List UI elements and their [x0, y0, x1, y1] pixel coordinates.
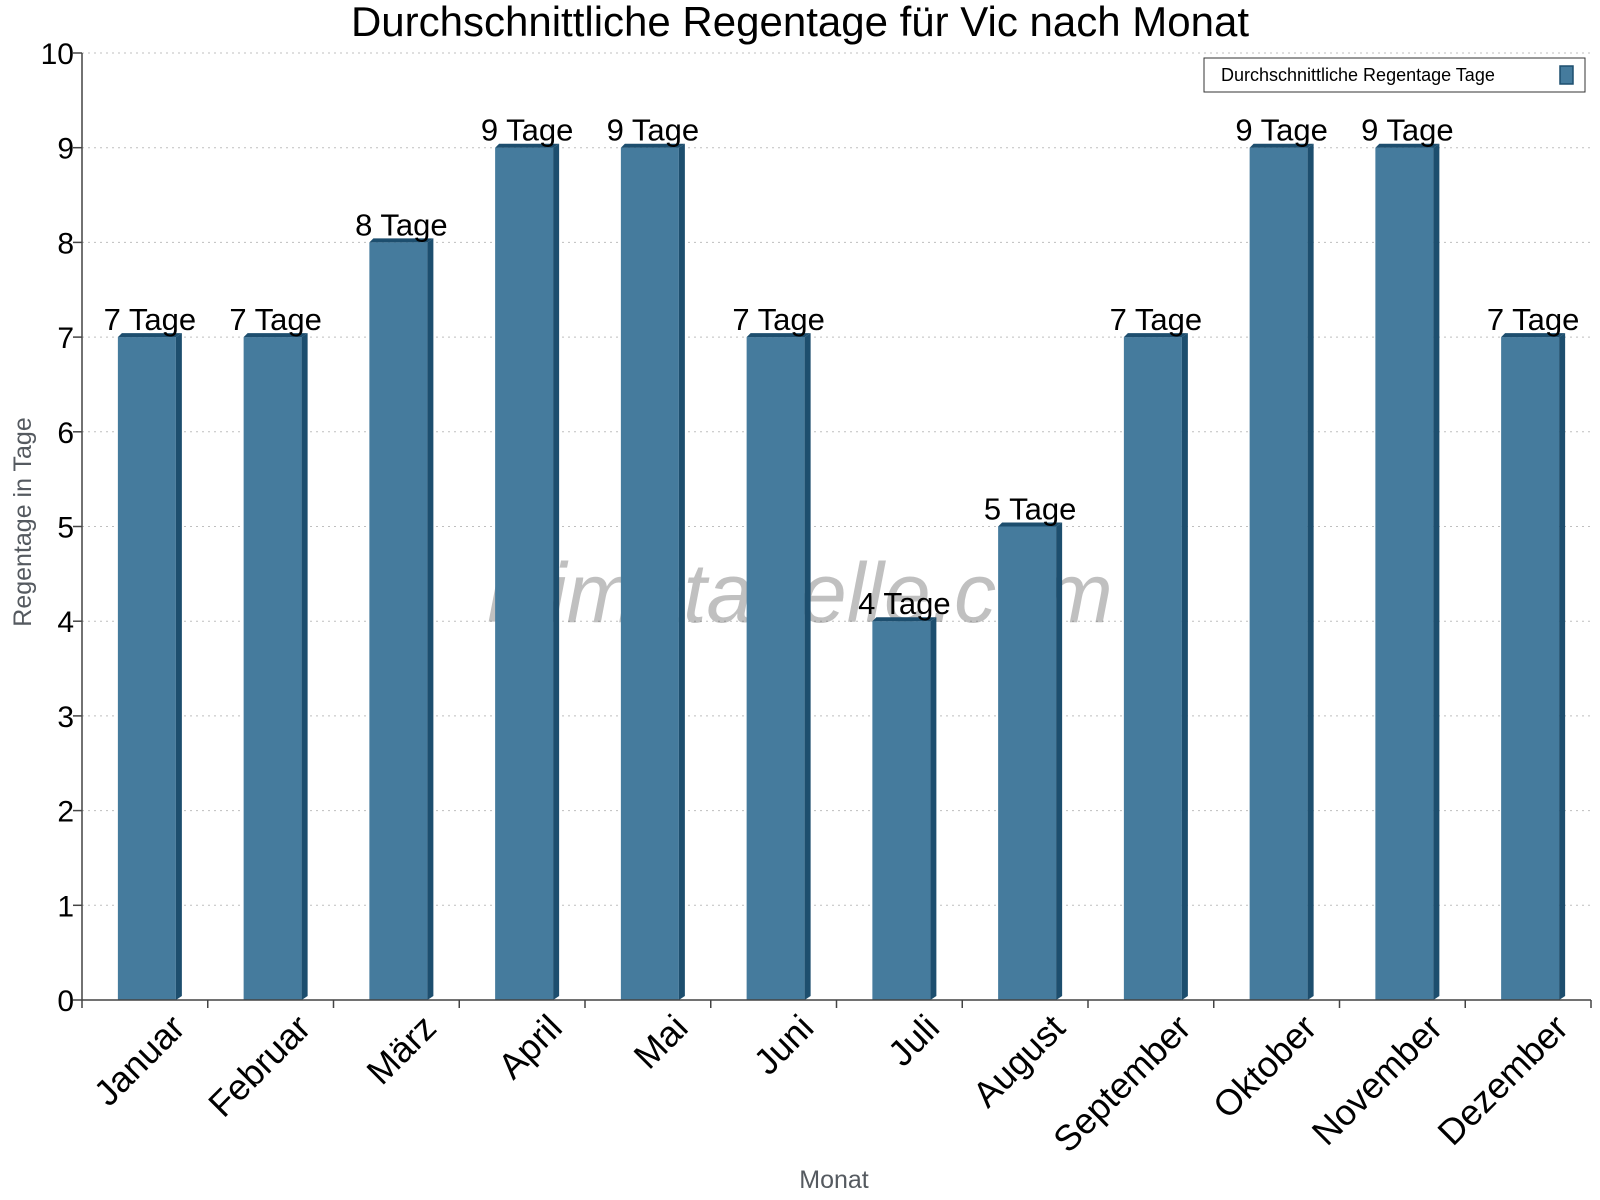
bar-top	[620, 143, 685, 148]
x-tick-label: Oktober	[1205, 1007, 1325, 1127]
bar-side	[1056, 522, 1063, 1000]
bar-side	[175, 333, 182, 1001]
data-label: 9 Tage	[607, 113, 700, 148]
x-tick-label: November	[1304, 1007, 1450, 1153]
bar-front	[620, 147, 679, 1000]
x-tick-label: März	[358, 1007, 444, 1093]
y-tick-label: 10	[41, 38, 74, 71]
bar-front	[1123, 337, 1182, 1001]
y-axis-ticks: 0 1 2 3 4 5 6 7 8 9 10	[41, 38, 82, 1018]
y-tick-label: 5	[57, 512, 74, 545]
x-tick-label: Mai	[626, 1007, 696, 1077]
data-label: 7 Tage	[1110, 302, 1203, 337]
bar-side	[1559, 333, 1566, 1001]
data-label: 7 Tage	[732, 302, 825, 337]
bar-front	[495, 147, 554, 1000]
bar-top	[746, 333, 811, 338]
y-tick-label: 6	[57, 417, 74, 450]
bar	[620, 143, 685, 1000]
bar	[117, 333, 182, 1001]
bar-front	[1501, 337, 1560, 1001]
y-axis-title: Regentage in Tage	[9, 417, 37, 626]
bar-front	[1375, 147, 1434, 1000]
bar-side	[678, 143, 685, 1000]
bar	[495, 143, 560, 1000]
bar-side	[804, 333, 811, 1001]
y-tick-label: 0	[57, 985, 74, 1018]
bar-side	[1181, 333, 1188, 1001]
data-label: 9 Tage	[481, 113, 574, 148]
y-tick-label: 9	[57, 133, 74, 166]
bar-series	[117, 143, 1566, 1001]
y-tick-label: 4	[57, 606, 74, 639]
bar-top	[495, 143, 560, 148]
bar	[1249, 143, 1314, 1000]
data-label: 7 Tage	[104, 302, 197, 337]
data-label: 9 Tage	[1361, 113, 1454, 148]
bar-top	[872, 617, 937, 622]
x-tick-label: Februar	[200, 1007, 318, 1125]
bar-side	[1307, 143, 1314, 1000]
bar-front	[746, 337, 805, 1001]
x-tick-label: September	[1045, 1007, 1199, 1161]
data-label: 8 Tage	[355, 207, 448, 242]
x-tick-label: August	[965, 1007, 1073, 1115]
bar-side	[427, 238, 434, 1000]
data-labels: 7 Tage 7 Tage 8 Tage 9 Tage 9 Tage 7 Tage 4 Ta…	[104, 113, 1580, 622]
bar	[1123, 333, 1188, 1001]
bar-top	[1375, 143, 1440, 148]
bar	[998, 522, 1063, 1000]
x-tick-label: Juli	[880, 1007, 947, 1074]
bar-top	[369, 238, 434, 243]
y-tick-label: 7	[57, 322, 74, 355]
bar	[369, 238, 434, 1000]
legend-swatch	[1559, 65, 1574, 85]
grid-lines	[82, 52, 1591, 906]
x-tick-label: April	[490, 1007, 570, 1087]
bar-side	[301, 333, 308, 1001]
bar-side	[930, 617, 937, 1000]
bar	[1501, 333, 1566, 1001]
x-axis-title: Monat	[799, 1166, 869, 1194]
data-label: 7 Tage	[1487, 302, 1580, 337]
bar-front	[998, 526, 1057, 1000]
y-tick-label: 8	[57, 227, 74, 260]
bar-front	[369, 242, 428, 1000]
bar-front	[1249, 147, 1308, 1000]
bar	[872, 617, 937, 1000]
bar-top	[1123, 333, 1188, 338]
chart-title: Durchschnittliche Regentage für Vic nach…	[351, 0, 1249, 45]
data-label: 7 Tage	[229, 302, 322, 337]
legend: Durchschnittliche Regentage Tage	[1203, 57, 1586, 93]
data-label: 4 Tage	[858, 586, 951, 621]
bar-front	[243, 337, 302, 1001]
bar-top	[117, 333, 182, 338]
bar	[243, 333, 308, 1001]
x-tick-label: Januar	[86, 1007, 193, 1114]
x-axis-ticks: Januar Februar März April Mai Juni Juli AugustS…	[81, 1000, 1592, 1161]
y-tick-label: 2	[57, 796, 74, 829]
bar-top	[998, 522, 1063, 527]
y-tick-label: 1	[57, 890, 74, 923]
x-tick-label: Dezember	[1429, 1007, 1575, 1153]
x-tick-label: Juni	[746, 1007, 822, 1083]
bar	[1375, 143, 1440, 1000]
bar-front	[117, 337, 176, 1001]
bar-top	[243, 333, 308, 338]
data-label: 5 Tage	[984, 492, 1077, 527]
axes	[81, 53, 1591, 1001]
bar	[746, 333, 811, 1001]
bar-front	[872, 621, 931, 1000]
bar-side	[1433, 143, 1440, 1000]
legend-box	[1203, 57, 1586, 93]
data-label: 9 Tage	[1235, 113, 1328, 148]
bar-top	[1501, 333, 1566, 338]
bar-side	[553, 143, 560, 1000]
legend-label: Durchschnittliche Regentage Tage	[1221, 65, 1495, 85]
bar-top	[1249, 143, 1314, 148]
y-tick-label: 3	[57, 701, 74, 734]
